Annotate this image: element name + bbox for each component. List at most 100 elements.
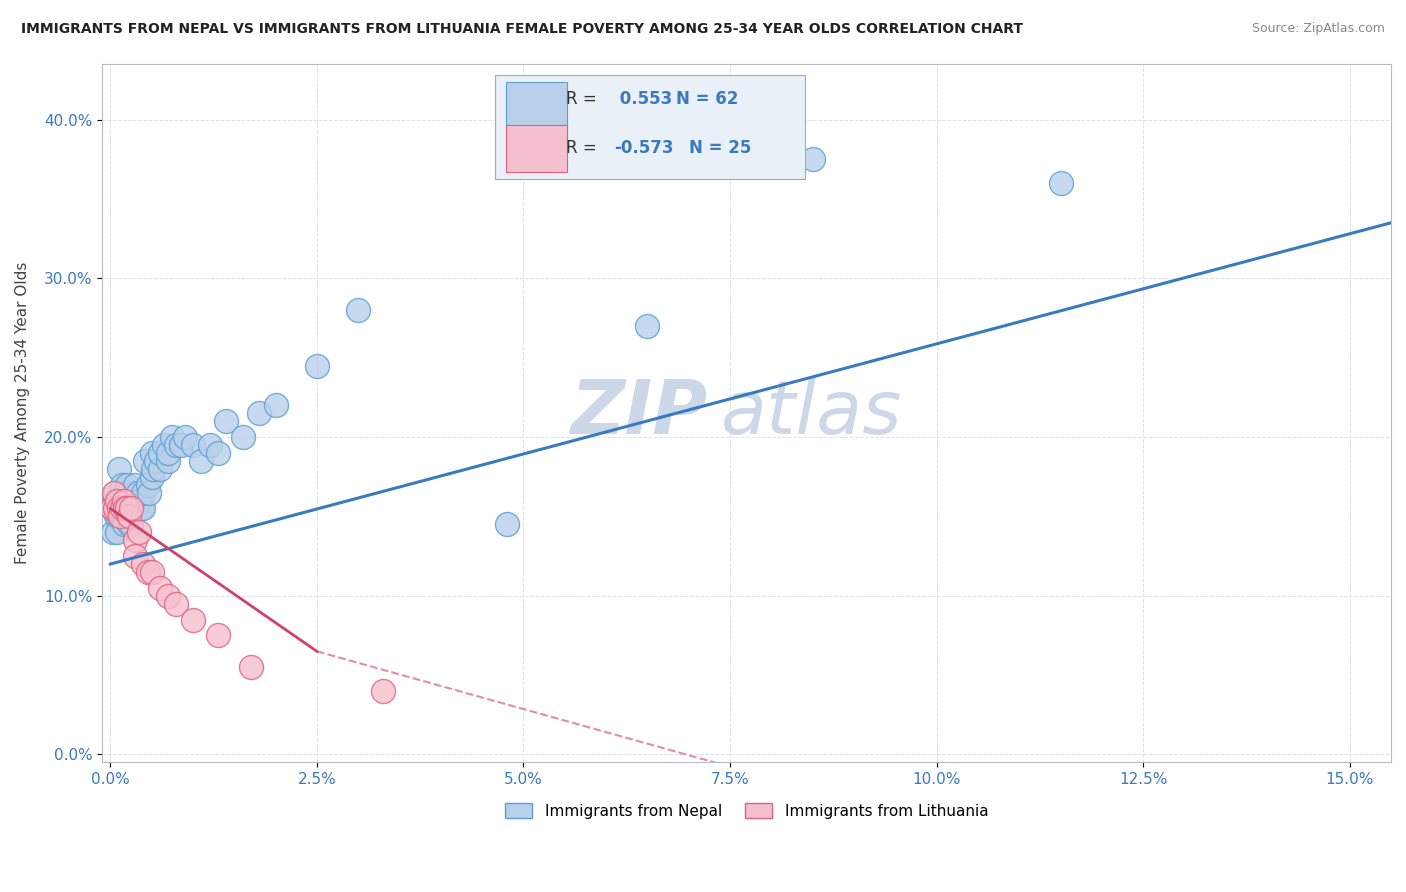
Point	[120, 501, 142, 516]
Point	[124, 477, 146, 491]
Point	[347, 303, 370, 318]
Point	[207, 446, 229, 460]
Text: -0.573: -0.573	[614, 139, 673, 157]
Point	[166, 438, 188, 452]
Point	[107, 501, 129, 516]
Point	[141, 469, 163, 483]
Point	[101, 501, 124, 516]
Point	[120, 517, 142, 532]
Point	[111, 477, 134, 491]
Point	[107, 509, 129, 524]
Point	[207, 628, 229, 642]
Text: N = 25: N = 25	[689, 139, 751, 157]
Point	[103, 493, 125, 508]
Point	[115, 485, 138, 500]
Point	[112, 517, 135, 532]
Point	[1049, 176, 1071, 190]
Point	[157, 446, 180, 460]
Point	[136, 565, 159, 579]
Point	[115, 477, 138, 491]
Text: Source: ZipAtlas.com: Source: ZipAtlas.com	[1251, 22, 1385, 36]
Point	[101, 525, 124, 540]
Point	[496, 517, 519, 532]
Point	[149, 446, 172, 460]
Point	[215, 414, 238, 428]
Point	[107, 462, 129, 476]
Point	[132, 501, 155, 516]
Point	[141, 446, 163, 460]
Point	[127, 485, 149, 500]
Y-axis label: Female Poverty Among 25-34 Year Olds: Female Poverty Among 25-34 Year Olds	[15, 262, 30, 565]
Point	[157, 454, 180, 468]
Text: ZIP: ZIP	[571, 376, 707, 450]
Point	[115, 501, 138, 516]
Point	[136, 477, 159, 491]
Text: N = 62: N = 62	[676, 90, 738, 108]
Point	[134, 454, 156, 468]
Point	[125, 501, 148, 516]
Point	[121, 493, 143, 508]
Point	[110, 509, 132, 524]
Point	[111, 501, 134, 516]
Point	[264, 398, 287, 412]
FancyBboxPatch shape	[506, 125, 568, 172]
Point	[122, 485, 145, 500]
Point	[115, 501, 138, 516]
Text: IMMIGRANTS FROM NEPAL VS IMMIGRANTS FROM LITHUANIA FEMALE POVERTY AMONG 25-34 YE: IMMIGRANTS FROM NEPAL VS IMMIGRANTS FROM…	[21, 22, 1024, 37]
Text: R =: R =	[567, 139, 602, 157]
Point	[114, 485, 136, 500]
Point	[117, 517, 139, 532]
Point	[142, 462, 165, 476]
Legend: Immigrants from Nepal, Immigrants from Lithuania: Immigrants from Nepal, Immigrants from L…	[499, 797, 994, 824]
Point	[117, 509, 139, 524]
Point	[103, 501, 125, 516]
Point	[114, 501, 136, 516]
Point	[305, 359, 328, 373]
FancyBboxPatch shape	[506, 81, 568, 129]
Point	[157, 589, 180, 603]
Point	[124, 549, 146, 563]
Point	[198, 438, 221, 452]
FancyBboxPatch shape	[495, 75, 804, 179]
Point	[153, 438, 176, 452]
Point	[247, 406, 270, 420]
Text: 0.553: 0.553	[614, 90, 672, 108]
Point	[166, 597, 188, 611]
Point	[132, 485, 155, 500]
Point	[169, 438, 191, 452]
Point	[105, 525, 128, 540]
Point	[138, 485, 160, 500]
Point	[110, 493, 132, 508]
Point	[181, 613, 204, 627]
Point	[110, 509, 132, 524]
Point	[145, 454, 167, 468]
Point	[111, 501, 134, 516]
Point	[128, 525, 150, 540]
Point	[105, 509, 128, 524]
Point	[104, 501, 127, 516]
Point	[105, 493, 128, 508]
Point	[162, 430, 184, 444]
Text: atlas: atlas	[721, 377, 903, 450]
Point	[371, 684, 394, 698]
Point	[112, 493, 135, 508]
Point	[128, 493, 150, 508]
Point	[112, 493, 135, 508]
Point	[181, 438, 204, 452]
Point	[636, 318, 658, 333]
Point	[239, 660, 262, 674]
Point	[129, 501, 152, 516]
Point	[801, 153, 824, 167]
Point	[118, 501, 141, 516]
Point	[101, 501, 124, 516]
Point	[124, 533, 146, 548]
Point	[132, 557, 155, 571]
Point	[232, 430, 254, 444]
Point	[173, 430, 195, 444]
Point	[124, 501, 146, 516]
Point	[103, 485, 125, 500]
Point	[190, 454, 212, 468]
Point	[141, 565, 163, 579]
Point	[149, 581, 172, 595]
Text: R =: R =	[567, 90, 602, 108]
